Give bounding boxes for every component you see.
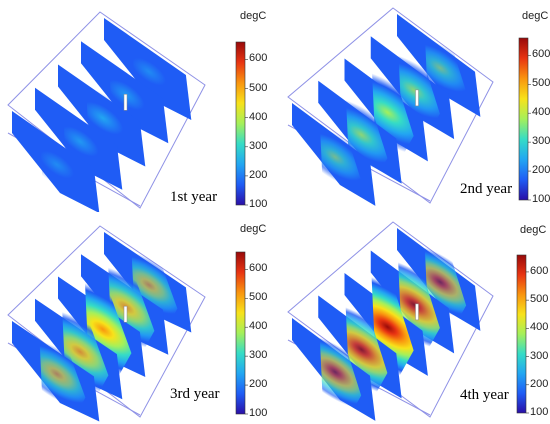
temperature-slices-plot — [287, 7, 531, 206]
well-marker — [415, 303, 419, 321]
colorbar-tick-label: 300 — [249, 139, 268, 152]
colorbar-tick-label: 300 — [532, 135, 550, 148]
panel-1st-year: 1st year degC 100 200 300 400 500 600 — [0, 0, 275, 212]
slice-plane — [292, 103, 376, 206]
well-marker — [415, 89, 419, 107]
year-label: 2nd year — [460, 181, 513, 197]
colorbar-tick-label: 600 — [532, 48, 550, 61]
colorbar-tick-label: 100 — [530, 406, 549, 418]
slice-plane — [58, 64, 146, 167]
slice-plane — [289, 318, 381, 421]
panel-3rd-year: 3rd year degC 100 200 300 400 500 600 — [0, 212, 275, 424]
slice-plane — [104, 18, 192, 121]
year-label: 3rd year — [170, 386, 220, 402]
colorbar-tick-label: 500 — [249, 291, 268, 304]
colorbar-tick-label: 400 — [249, 110, 268, 123]
colorbar-tick-label: 200 — [249, 378, 268, 391]
slice-plane — [35, 87, 123, 190]
slice-plane — [315, 80, 408, 184]
colorbar-tick-label: 500 — [532, 77, 550, 90]
slice-plane — [324, 270, 452, 384]
well-marker — [123, 305, 128, 323]
well-marker — [123, 94, 128, 111]
slice-plane — [26, 298, 133, 400]
slice-plane — [12, 321, 100, 422]
colorbar-tick-label: 600 — [530, 264, 549, 277]
colorbar-unit: degC — [522, 10, 549, 22]
colorbar-tick-label: 100 — [249, 198, 268, 210]
colorbar-tick-label: 400 — [532, 106, 550, 119]
colorbar-tick-label: 300 — [530, 349, 549, 362]
slice-plane — [397, 14, 481, 117]
colorbar-tick-label: 500 — [530, 293, 549, 306]
colorbar-tick-label: 100 — [532, 193, 550, 205]
colorbar — [235, 251, 246, 415]
year-label: 4th year — [460, 387, 509, 403]
colorbar-tick-label: 100 — [249, 407, 268, 419]
slices — [292, 14, 481, 206]
slice-plane — [104, 232, 192, 333]
temperature-slices-plot — [7, 225, 248, 422]
temperature-slices-plot — [7, 11, 248, 212]
slice-plane — [367, 36, 460, 140]
colorbar — [518, 37, 529, 201]
slice-plane — [303, 295, 420, 399]
colorbar-tick-label: 400 — [249, 320, 268, 333]
colorbar-tick-label: 600 — [249, 52, 268, 65]
colorbar-tick-label: 600 — [249, 262, 268, 275]
colorbar-tick-label: 400 — [530, 321, 549, 334]
colorbar-tick-label: 200 — [532, 164, 550, 177]
colorbar-tick-label: 300 — [249, 349, 268, 362]
colorbar-unit: degC — [240, 223, 267, 235]
colorbar-tick-label: 500 — [249, 81, 268, 94]
colorbar — [516, 254, 527, 414]
slices — [12, 18, 192, 212]
colorbar-unit: degC — [520, 224, 547, 236]
slice-plane — [334, 58, 441, 162]
colorbar-unit: degC — [240, 10, 267, 22]
temperature-slices-plot — [287, 221, 529, 421]
colorbar-tick-label: 200 — [249, 168, 268, 181]
colorbar — [235, 41, 246, 206]
panel-2nd-year: 2nd year degC 100 200 300 400 500 600 — [275, 0, 550, 212]
year-label: 1st year — [170, 189, 218, 205]
slice-plane — [12, 111, 100, 212]
slice-plane — [355, 250, 472, 354]
panel-4th-year: 4th year degC 100 200 300 400 500 600 — [275, 212, 550, 424]
slice-plane — [394, 228, 486, 331]
colorbar-tick-label: 200 — [530, 377, 549, 390]
slice-plane — [40, 276, 166, 381]
slices — [289, 228, 486, 421]
